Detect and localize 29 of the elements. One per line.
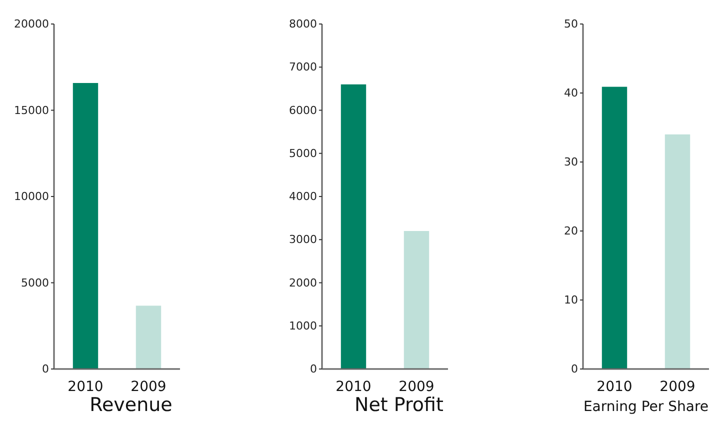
y-tick-label: 10000 [14, 190, 49, 204]
x-tick-label: 2009 [130, 379, 166, 395]
x-tick-label: 2010 [596, 379, 632, 395]
x-axis-title: Revenue [90, 394, 172, 416]
y-tick-label: 20 [564, 224, 578, 238]
y-tick-label: 15000 [14, 104, 49, 117]
x-tick-label: 2010 [336, 379, 372, 395]
y-tick-label: 0 [310, 362, 317, 376]
y-tick-label: 10 [564, 294, 578, 307]
x-axis-title: Earning Per Share [583, 399, 709, 415]
y-tick-label: 0 [42, 362, 49, 376]
y-tick-label: 7000 [289, 60, 317, 74]
y-tick-label: 4000 [289, 190, 317, 204]
x-tick-label: 2010 [68, 379, 104, 395]
y-tick-label: 40 [564, 86, 578, 100]
y-tick-label: 50 [564, 18, 578, 31]
y-tick-label: 3000 [289, 233, 317, 246]
y-tick-label: 8000 [289, 18, 317, 31]
x-tick-label: 2009 [398, 379, 434, 395]
y-tick-label: 2000 [289, 276, 317, 290]
x-axis-title: Net Profit [354, 394, 444, 416]
y-tick-label: 0 [571, 362, 578, 376]
y-tick-label: 6000 [289, 104, 317, 117]
y-tick-label: 20000 [14, 18, 49, 31]
y-tick-label: 5000 [289, 146, 317, 160]
y-tick-label: 5000 [21, 276, 49, 290]
y-tick-label: 1000 [289, 319, 317, 332]
x-tick-label: 2009 [660, 379, 696, 395]
y-tick-label: 30 [564, 156, 578, 169]
